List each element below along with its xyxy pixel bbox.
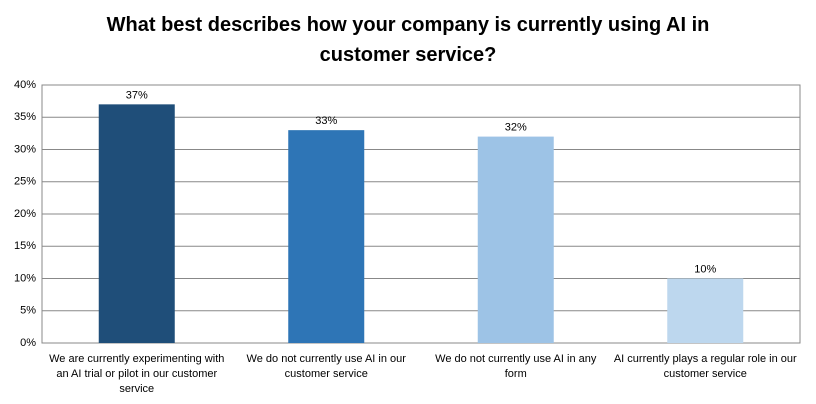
bar: [288, 130, 365, 343]
y-tick-label: 0%: [20, 337, 36, 349]
chart-title: What best describes how your company is …: [106, 14, 710, 66]
x-tick-label: We do not currently use AI in our custom…: [246, 353, 406, 380]
y-tick-label: 30%: [14, 143, 36, 155]
data-label: 37%: [126, 89, 148, 101]
y-tick-label: 25%: [14, 176, 36, 188]
y-tick-label: 20%: [14, 208, 36, 220]
y-tick-label: 35%: [14, 111, 36, 123]
y-tick-label: 40%: [14, 79, 36, 91]
y-tick-label: 15%: [14, 240, 36, 252]
data-label: 33%: [315, 115, 337, 127]
y-tick-label: 10%: [14, 272, 36, 284]
data-label: 32%: [505, 122, 527, 134]
x-tick-label: We do not currently use AI in any form: [435, 353, 597, 380]
data-label: 10%: [694, 263, 716, 275]
bar: [667, 278, 744, 343]
bar: [477, 136, 554, 343]
bar: [98, 104, 175, 343]
y-tick-label: 5%: [20, 305, 36, 317]
x-tick-label: AI currently plays a regular role in our…: [613, 353, 797, 380]
x-tick-label: We are currently experimenting with an A…: [49, 353, 225, 395]
